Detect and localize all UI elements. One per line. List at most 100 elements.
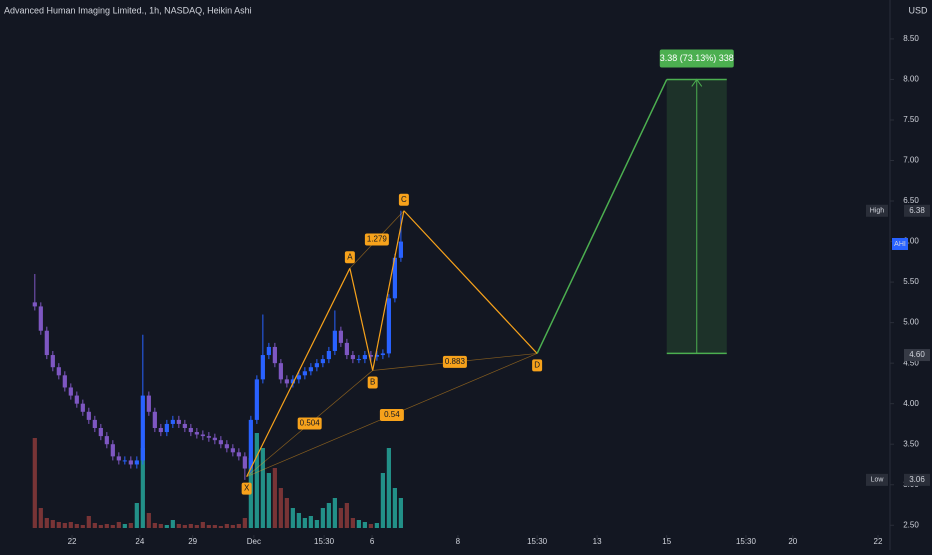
volume-bar: [182, 525, 187, 528]
tag-name-box: [866, 204, 888, 217]
point-label: A: [347, 252, 353, 261]
volume-bar: [80, 525, 85, 528]
ratio-box: [379, 409, 404, 422]
candle-body: [146, 395, 151, 412]
volume-bar: [212, 525, 217, 528]
volume-bar: [98, 525, 103, 528]
point-box: [241, 482, 252, 495]
candle-body: [302, 371, 307, 376]
candle-body: [308, 367, 313, 372]
candle-body: [398, 241, 403, 258]
volume-bar: [56, 522, 61, 528]
point-box: [367, 376, 378, 389]
candle-body: [236, 452, 241, 457]
candle-body: [68, 387, 73, 396]
candle-body: [92, 419, 97, 428]
candle-body: [338, 330, 343, 343]
candle-body: [38, 306, 43, 331]
candle-body: [248, 419, 253, 469]
y-tick-label: 6.00: [903, 237, 919, 246]
candle-body: [170, 419, 175, 424]
candle-body: [290, 379, 295, 384]
ratio-box: [297, 417, 322, 430]
currency: USD: [908, 5, 928, 15]
volume-bar: [362, 522, 367, 528]
volume-bar: [278, 488, 283, 528]
volume-bar: [92, 523, 97, 528]
ratio-label: 0.504: [300, 419, 321, 428]
volume-bar: [272, 468, 277, 528]
volume-bar: [206, 525, 211, 528]
x-tick-label: 15:30: [314, 537, 335, 546]
volume-bar: [128, 523, 133, 528]
volume-bar: [326, 503, 331, 528]
y-tick-label: 5.00: [903, 318, 919, 327]
candle-body: [98, 428, 103, 437]
candle-body: [212, 437, 217, 441]
volume-bar: [68, 522, 73, 528]
ratio-label: 0.883: [445, 357, 466, 366]
candle-body: [386, 298, 391, 354]
volume-bar: [374, 523, 379, 528]
x-tick-label: 29: [188, 537, 197, 546]
volume-bar: [116, 522, 121, 528]
tag-value-box: [904, 349, 930, 362]
point-box: [398, 193, 409, 206]
candle-body: [164, 423, 169, 433]
x-tick-label: 24: [135, 537, 144, 546]
volume-bar: [158, 524, 163, 528]
volume-bar: [338, 508, 343, 528]
volume-bar: [314, 520, 319, 528]
candle-body: [218, 440, 223, 445]
ratio-label: 1.279: [367, 235, 388, 244]
x-tick-label: 6: [370, 537, 375, 546]
y-tick-label: 6.50: [903, 196, 919, 205]
volume-bar: [332, 498, 337, 528]
volume-bar: [320, 508, 325, 528]
x-tick-label: 13: [593, 537, 602, 546]
y-tick-label: 8.50: [903, 34, 919, 43]
pattern-leg: [246, 268, 351, 477]
x-tick-label: 15:30: [736, 537, 757, 546]
point-box: [532, 359, 543, 372]
candle-body: [230, 448, 235, 453]
volume-bar: [38, 508, 43, 528]
candle-body: [128, 460, 133, 465]
candle-body: [110, 444, 115, 457]
candle-body: [260, 355, 265, 380]
candle-body: [254, 379, 259, 420]
volume-bar: [392, 488, 397, 528]
candle-body: [362, 355, 367, 360]
candle-body: [44, 330, 49, 356]
volume-bar: [176, 524, 181, 528]
candle-body: [80, 403, 85, 412]
candle-body: [74, 395, 79, 404]
x-tick-label: 15: [662, 537, 671, 546]
tag-name: Low: [871, 477, 885, 484]
volume-bar: [200, 522, 205, 528]
target-label-box: [659, 49, 734, 68]
candle-body: [266, 346, 271, 356]
volume-bar: [236, 524, 241, 528]
volume-bar: [140, 448, 145, 528]
volume-bar: [230, 525, 235, 528]
pattern-leg: [349, 268, 374, 371]
volume-bar: [254, 433, 259, 528]
volume-bar: [380, 473, 385, 528]
tag-name-box: [892, 237, 908, 250]
candle-body: [332, 330, 337, 351]
volume-bar: [344, 503, 349, 528]
x-tick-label: 20: [788, 537, 797, 546]
point-label: D: [534, 361, 540, 370]
x-tick-label: Dec: [247, 537, 261, 546]
volume-bar: [50, 520, 55, 528]
volume-bar: [86, 516, 91, 528]
volume-bar: [398, 498, 403, 528]
volume-bar: [284, 498, 289, 528]
point-box: [344, 251, 355, 264]
candle-body: [200, 434, 205, 437]
y-tick-label: 4.00: [903, 399, 919, 408]
candle-body: [320, 359, 325, 364]
x-tick-label: 15:30: [527, 537, 548, 546]
